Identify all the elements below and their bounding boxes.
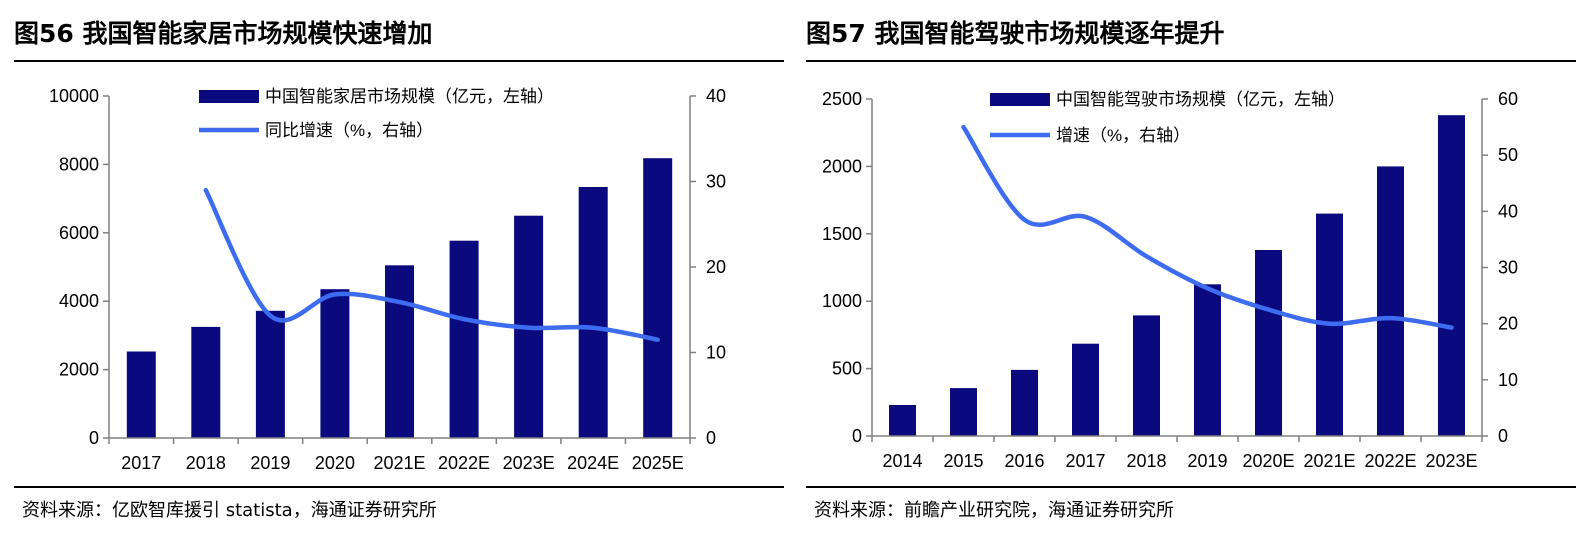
x-tick-label: 2025E (632, 453, 684, 473)
right-tick-label: 0 (706, 428, 716, 448)
x-tick-label: 2014 (882, 451, 922, 471)
x-tick-label: 2016 (1004, 451, 1044, 471)
x-tick-label: 2021E (1303, 451, 1355, 471)
left-tick-label: 500 (832, 359, 862, 379)
left-tick-label: 8000 (59, 154, 99, 174)
x-tick-label: 2017 (1065, 451, 1105, 471)
figure-source: 资料来源：亿欧智库援引 statista，海通证券研究所 (22, 500, 437, 521)
left-tick-label: 6000 (59, 223, 99, 243)
bar-2014 (889, 405, 916, 436)
left-tick-label: 1500 (822, 224, 862, 244)
x-tick-label: 2019 (250, 453, 290, 473)
bar-2018 (191, 326, 221, 438)
x-tick-label: 2023E (503, 453, 555, 473)
x-tick-label: 2022E (1364, 451, 1416, 471)
x-tick-label: 2023E (1425, 451, 1477, 471)
figure-title: 图57 我国智能驾驶市场规模逐年提升 (806, 19, 1225, 48)
x-tick-label: 2018 (1126, 451, 1166, 471)
x-tick-label: 2017 (121, 453, 161, 473)
bar-2017 (126, 351, 156, 438)
left-tick-label: 0 (89, 428, 99, 448)
x-tick-label: 2015 (943, 451, 983, 471)
legend-line-label: 增速（%，右轴） (1056, 126, 1190, 145)
legend-bar-label: 中国智能驾驶市场规模（亿元，左轴） (1056, 90, 1345, 109)
right-tick-label: 10 (706, 343, 726, 363)
left-tick-label: 0 (852, 426, 862, 446)
x-tick-label: 2021E (373, 453, 425, 473)
smart-home-market-chart: 0 2000 4000 6000 8000 10000 0 10 20 30 40 2017 2018 2… (49, 86, 726, 473)
bar-2025E (643, 158, 673, 438)
title-rule (806, 60, 1576, 62)
figure-56-panel: 图56 我国智能家居市场规模快速增加 0 2000 4000 6000 8000 1000… (14, 0, 784, 540)
legend-bar-swatch (990, 93, 1050, 106)
right-tick-label: 40 (1498, 201, 1518, 221)
bar-2021E (385, 265, 414, 438)
figure-57-panel: 图57 我国智能驾驶市场规模逐年提升 0 500 1000 1500 2000 2500 0… (806, 0, 1576, 540)
right-tick-label: 20 (1498, 314, 1518, 334)
right-tick-label: 10 (1498, 370, 1518, 390)
right-tick-label: 50 (1498, 145, 1518, 165)
bar-2018 (1133, 315, 1160, 436)
right-tick-label: 30 (1498, 258, 1518, 278)
right-tick-label: 0 (1498, 426, 1508, 446)
legend-bar-swatch (199, 90, 259, 103)
bar-2022E (1377, 166, 1404, 436)
bar-2017 (1072, 343, 1099, 436)
bar-2015 (950, 388, 977, 436)
x-tick-label: 2019 (1187, 451, 1227, 471)
left-tick-label: 10000 (49, 86, 99, 106)
figure-source: 资料来源：前瞻产业研究院，海通证券研究所 (814, 500, 1174, 521)
right-tick-label: 60 (1498, 89, 1518, 109)
left-tick-label: 1000 (822, 291, 862, 311)
x-tick-label: 2018 (186, 453, 226, 473)
bar-2024E (578, 187, 608, 438)
x-tick-label: 2022E (438, 453, 490, 473)
x-tick-label: 2020 (315, 453, 355, 473)
x-tick-label: 2024E (567, 453, 619, 473)
bar-2020 (320, 289, 350, 438)
bar-2020E (1255, 250, 1282, 436)
growth-rate-line (961, 124, 1454, 330)
left-tick-label: 2000 (822, 156, 862, 176)
source-rule (806, 486, 1576, 488)
bar-2023E (1438, 115, 1465, 436)
bar-2022E (449, 240, 479, 438)
left-tick-label: 2000 (59, 360, 99, 380)
x-tick-label: 2020E (1242, 451, 1294, 471)
title-rule (14, 60, 784, 62)
figure-title: 图56 我国智能家居市场规模快速增加 (14, 19, 433, 48)
growth-rate-line (203, 187, 660, 342)
bar-2019 (1194, 284, 1221, 436)
right-tick-label: 20 (706, 257, 726, 277)
bar-2019 (255, 310, 285, 438)
left-tick-label: 4000 (59, 291, 99, 311)
right-tick-label: 30 (706, 172, 726, 192)
left-tick-label: 2500 (822, 89, 862, 109)
legend-line-label: 同比增速（%，右轴） (265, 121, 433, 140)
smart-driving-market-chart: 0 500 1000 1500 2000 2500 0 10 20 30 40 50 60 2014 201… (822, 89, 1518, 471)
legend-bar-label: 中国智能家居市场规模（亿元，左轴） (265, 87, 554, 106)
right-tick-label: 40 (706, 86, 726, 106)
bar-2016 (1011, 369, 1038, 436)
source-rule (14, 486, 784, 488)
